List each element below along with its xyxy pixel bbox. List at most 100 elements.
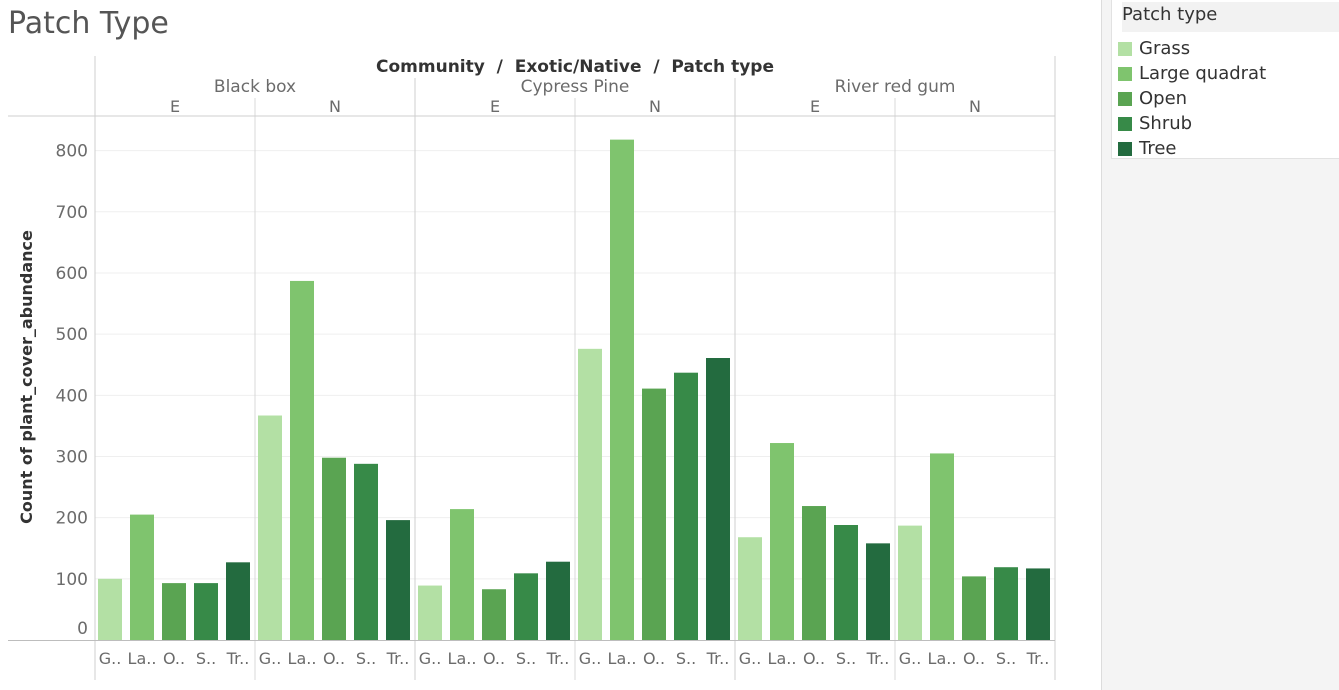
bar-open [322,457,346,640]
legend-label: Tree [1139,138,1177,159]
column-headers: Black box E N Cypress Pine E N River red gum E N [170,77,981,116]
legend-label: Shrub [1139,113,1193,134]
legend-item[interactable]: Shrub [1118,111,1266,136]
legend-item[interactable]: Open [1118,86,1266,111]
bar-grass [98,578,122,640]
y-tick-label: 300 [56,447,88,467]
legend-item[interactable]: Large quadrat [1118,61,1266,86]
bar-shrub [994,567,1018,640]
bar-tree [1026,568,1050,640]
group-label: E [170,97,180,116]
x-tick-label: La.. [448,649,477,668]
bar-shrub [194,583,218,640]
bar-grass [578,348,602,640]
y-tick-label: 200 [56,509,88,529]
legend-title: Patch type [1122,2,1339,32]
x-tick-label: La.. [928,649,957,668]
legend-swatch [1118,91,1132,106]
x-tick-label: O.. [483,649,505,668]
y-tick-label: 0 [77,619,88,639]
y-tick-label: 700 [56,203,88,223]
x-tick-label: La.. [128,649,157,668]
group-label: N [649,97,661,116]
y-tick-label: 800 [56,142,88,162]
community-label: Cypress Pine [521,77,630,97]
group-label: E [490,97,500,116]
y-tick-label: 600 [56,264,88,284]
bar-shrub [674,372,698,640]
legend: Patch type Grass Large quadrat Open Shrub Tr… [1111,0,1339,159]
bar-open [482,589,506,640]
y-axis-label: Count of plant_cover_abundance [17,230,36,524]
bar-tree [866,543,890,640]
community-label: River red gum [835,77,956,97]
x-tick-label: O.. [963,649,985,668]
x-tick-label: G.. [419,649,442,668]
group-label: N [969,97,981,116]
page-title: Patch Type [8,6,169,41]
bar-grass [418,585,442,640]
x-tick-label: Tr.. [546,649,570,668]
header-title: Community / Exotic/Native / Patch type [376,57,774,77]
legend-label: Grass [1139,38,1191,59]
bar-large-quadrat [610,139,634,640]
x-tick-label: S.. [196,649,216,668]
y-axis: 0 100 200 300 400 500 600 700 800 [56,142,88,639]
bar-large-quadrat [770,443,794,640]
bars [98,139,1050,640]
x-tick-label: La.. [608,649,637,668]
bar-large-quadrat [930,453,954,640]
x-tick-label: O.. [803,649,825,668]
bar-tree [546,561,570,640]
legend-item[interactable]: Grass [1118,36,1266,61]
x-tick-label: Tr.. [226,649,250,668]
x-tick-label: O.. [163,649,185,668]
legend-item[interactable]: Tree [1118,136,1266,161]
y-tick-label: 500 [56,325,88,345]
bar-grass [258,415,282,640]
x-tick-label: O.. [323,649,345,668]
legend-swatch [1118,66,1132,81]
x-tick-label: G.. [99,649,122,668]
bar-grass [738,537,762,640]
bar-tree [386,520,410,640]
bar-open [802,506,826,640]
bar-open [162,583,186,640]
x-tick-label: Tr.. [866,649,890,668]
x-tick-label: Tr.. [386,649,410,668]
y-tick-label: 400 [56,386,88,406]
x-tick-label: G.. [259,649,282,668]
x-tick-label: S.. [516,649,536,668]
bar-tree [706,358,730,640]
bar-large-quadrat [290,280,314,640]
x-tick-label: La.. [768,649,797,668]
x-tick-label: O.. [643,649,665,668]
y-tick-label: 100 [56,570,88,590]
legend-panel: Patch type Grass Large quadrat Open Shrub Tr… [1101,0,1339,690]
bar-shrub [514,573,538,640]
bar-shrub [834,525,858,640]
x-tick-label: G.. [579,649,602,668]
x-tick-label: La.. [288,649,317,668]
frame-lines [8,56,1056,680]
legend-swatch [1118,41,1132,56]
x-tick-label: Tr.. [706,649,730,668]
x-tick-label: S.. [356,649,376,668]
legend-swatch [1118,116,1132,131]
x-tick-label: S.. [676,649,696,668]
group-label: E [810,97,820,116]
legend-swatch [1118,141,1132,156]
bar-shrub [354,463,378,640]
x-axis: G.. La.. O.. S.. Tr.. G.. La.. O.. S.. Tr.. G.. La.… [99,649,1050,668]
x-tick-label: G.. [739,649,762,668]
x-tick-label: S.. [836,649,856,668]
community-label: Black box [214,77,296,97]
group-label: N [329,97,341,116]
x-tick-label: Tr.. [1026,649,1050,668]
legend-label: Large quadrat [1139,63,1267,84]
legend-label: Open [1139,88,1188,109]
bar-large-quadrat [450,509,474,640]
bar-chart: Community / Exotic/Native / Patch type C… [8,56,1056,680]
bar-open [642,388,666,640]
bar-tree [226,562,250,640]
